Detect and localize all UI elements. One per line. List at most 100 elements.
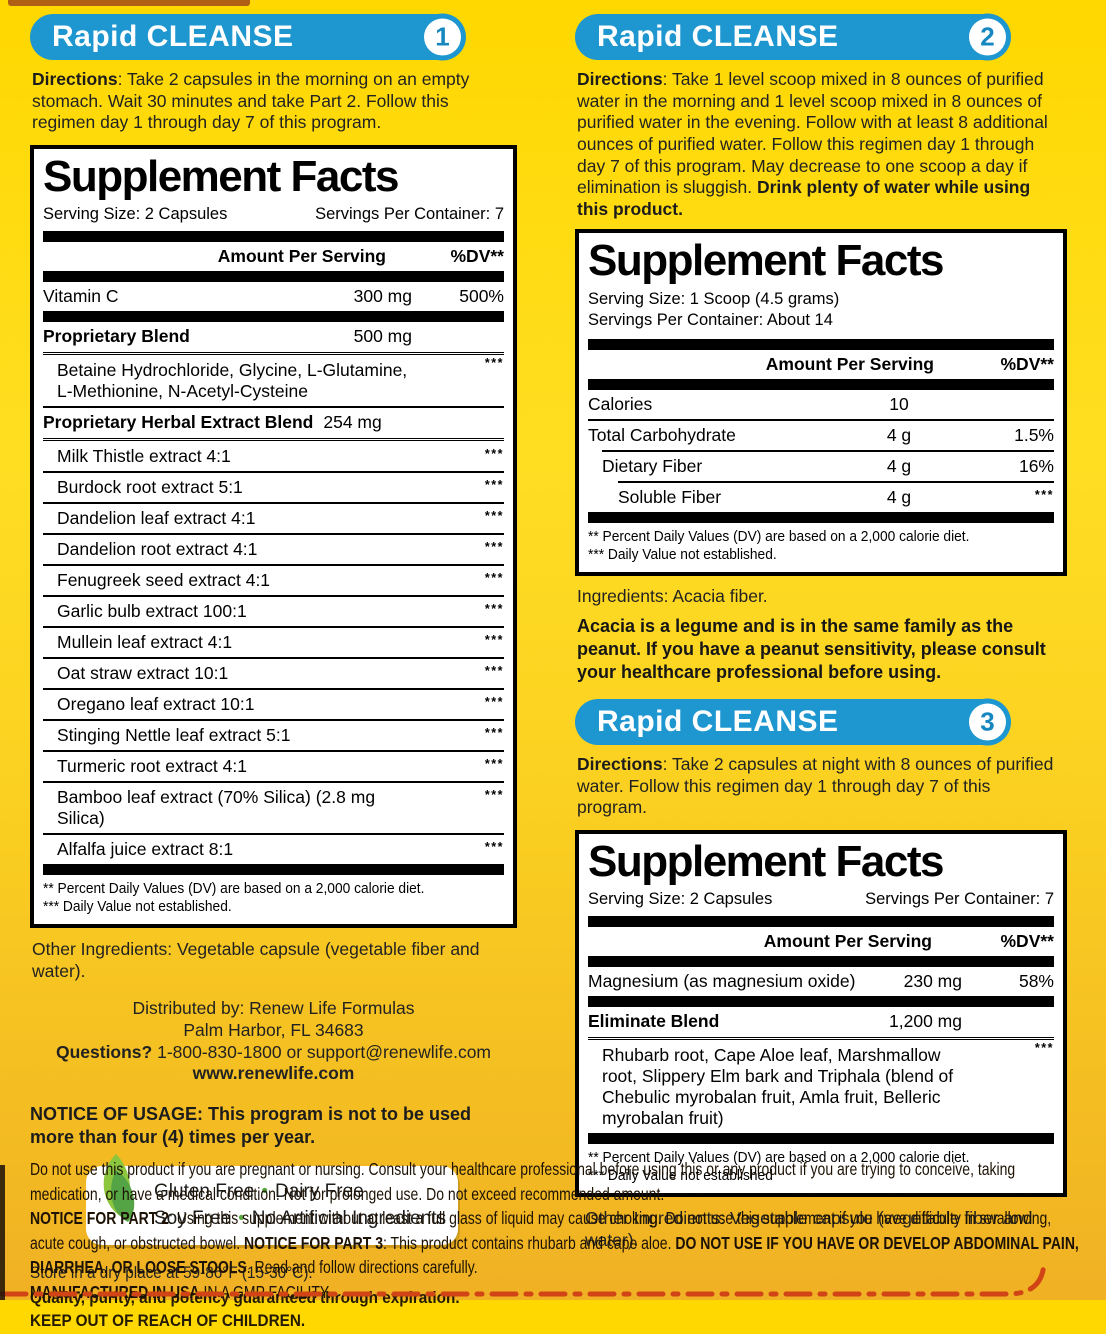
- directions-label: Directions: [577, 69, 663, 89]
- nutrient-amount: 300 mg: [353, 285, 412, 306]
- label-left-edge: [0, 1165, 5, 1300]
- divider: [43, 437, 504, 441]
- table-row: Burdock root extract 5:1 ***: [43, 473, 504, 502]
- nutrient-amount: 4 g: [886, 455, 912, 476]
- divider-bar: [43, 230, 504, 242]
- notice-stools-bold: DO NOT USE IF YOU HAVE OR DEVELOP ABDOMI…: [30, 1232, 1079, 1278]
- facts2-title: Supplement Facts: [588, 235, 944, 285]
- other-ingredients-right: Other Ingredients: Vegetable capsule (ve…: [585, 1207, 1033, 1250]
- nutrient-amount: 230 mg: [903, 970, 962, 991]
- servings-per-container: Servings Per Container: 7: [865, 889, 1054, 908]
- table-row: Milk Thistle extract 4:1 ***: [43, 442, 504, 471]
- nutrient-name: Calories: [588, 393, 653, 414]
- nutrient-dv: 1.5%: [1014, 424, 1054, 445]
- divider: [43, 625, 504, 628]
- divider: [43, 594, 504, 597]
- dv-header: %DV**: [1000, 353, 1055, 374]
- table-row-blend-ingredients: Betaine Hydrochloride, Glycine, L-Glutam…: [43, 356, 504, 406]
- ingredient-dv: ***: [484, 787, 504, 802]
- ingredient-dv: ***: [484, 839, 504, 854]
- directions-text: : Take 2 capsules in the morning on an e…: [32, 69, 470, 133]
- table-row: Dandelion leaf extract 4:1 ***: [43, 504, 504, 533]
- serving-size: Serving Size: 1 Scoop (4.5 grams): [588, 289, 840, 308]
- divider-bar: [43, 863, 504, 875]
- pregnancy-warning: Do not use this product if you are pregn…: [30, 1159, 1016, 1204]
- dv-header: %DV**: [1000, 930, 1055, 951]
- blend-ingredients-dv: ***: [484, 355, 504, 370]
- panel2-number-badge: 2: [969, 18, 1006, 56]
- herbal-blend-amount: 254 mg: [323, 411, 382, 432]
- divider: [43, 832, 504, 835]
- website: www.renewlife.com: [192, 1063, 355, 1084]
- divider-bar: [588, 915, 1054, 927]
- part-notices: NOTICE FOR PART 2: Using this supplement…: [30, 1206, 1082, 1280]
- table-row: Alfalfa juice extract 8:1 ***: [43, 835, 504, 864]
- serving-size: Serving Size: 2 Capsules: [43, 204, 228, 223]
- storage-instructions: Store in a dry place at 59-86°F (15-30°C…: [30, 1262, 313, 1282]
- table-row-eliminate-ingredients: Rhubarb root, Cape Aloe leaf, Marshmallo…: [588, 1041, 1054, 1133]
- amount-header: Amount Per Serving: [763, 930, 932, 951]
- ingredient-name: Fenugreek seed extract 4:1: [57, 569, 271, 590]
- cut-line: [0, 1257, 1047, 1297]
- nutrient-name: Magnesium (as magnesium oxide): [588, 970, 856, 991]
- amount-header: Amount Per Serving: [217, 245, 386, 266]
- acacia-peanut-warning: Acacia is a legume and is in the same fa…: [577, 615, 1046, 683]
- top-red-streak: [8, 0, 250, 6]
- ingredient-name: Bamboo leaf extract (70% Silica) (2.8 mg…: [57, 786, 376, 828]
- facts1-serving-row: Serving Size: 2 Capsules Servings Per Co…: [43, 203, 504, 231]
- facts2-column-header: Amount Per Serving %DV**: [588, 350, 1054, 379]
- facts1-title: Supplement Facts: [43, 152, 399, 202]
- blend-ingredients: Rhubarb root, Cape Aloe leaf, Marshmallo…: [602, 1044, 954, 1128]
- keep-out-of-reach: KEEP OUT OF REACH OF CHILDREN.: [30, 1310, 306, 1330]
- table-row: Fenugreek seed extract 4:1 ***: [43, 566, 504, 595]
- directions-text: : Take 2 capsules at night with 8 ounces…: [577, 753, 1054, 818]
- blend-name: Eliminate Blend: [588, 1010, 720, 1031]
- questions-label: Questions?: [55, 1041, 153, 1062]
- panel1-title: Rapid CLEANSE: [52, 20, 294, 53]
- leaf-icon: [94, 1150, 152, 1233]
- distributor-address: Palm Harbor, FL 34683: [183, 1019, 364, 1040]
- divider: [602, 449, 1054, 452]
- footnote: *** Daily Value not established: [588, 1167, 773, 1184]
- notice-part2-label: NOTICE FOR PART 2: [30, 1208, 169, 1228]
- supplement-facts-panel-2: Supplement Facts Serving Size: 1 Scoop (…: [575, 228, 1067, 576]
- servings-per-container: Servings Per Container: 7: [315, 204, 504, 223]
- ingredient-dv: ***: [484, 756, 504, 771]
- supplement-facts-panel-3: Supplement Facts Serving Size: 2 Capsule…: [575, 829, 1067, 1197]
- serving-size: Serving Size: 2 Capsules: [588, 889, 773, 908]
- blend-amount: 1,200 mg: [889, 1010, 962, 1031]
- table-row-total-carbohydrate: Total Carbohydrate 4 g 1.5%: [588, 421, 1054, 450]
- directions-text: : Take 1 level scoop mixed in 8 ounces o…: [577, 69, 1048, 198]
- divider: [43, 405, 504, 408]
- footnote: ** Percent Daily Values (DV) are based o…: [43, 880, 425, 897]
- facts2-serving-info: Serving Size: 1 Scoop (4.5 grams) Servin…: [588, 287, 1054, 339]
- free-from-badge: Gluten Free • Dairy Free Soy Free • No Artif…: [86, 1153, 458, 1245]
- facts2-footnotes: ** Percent Daily Values (DV) are based o…: [588, 523, 1054, 564]
- table-row-proprietary-blend: Proprietary Blend 500 mg: [43, 322, 504, 351]
- notice-part3-label: NOTICE FOR PART 3: [244, 1232, 383, 1253]
- divider: [618, 480, 1054, 483]
- footnote: ** Percent Daily Values (DV) are based o…: [588, 528, 970, 545]
- herbal-blend-name: Proprietary Herbal Extract Blend: [43, 411, 314, 432]
- bullet-icon: •: [261, 1180, 268, 1202]
- divider: [43, 563, 504, 566]
- questions-line: Questions? 1-800-830-1800 or support@ren…: [30, 1042, 517, 1064]
- panel1-number-badge: 1: [424, 18, 461, 56]
- directions-label: Directions: [32, 69, 118, 89]
- divider: [43, 749, 504, 752]
- blend-amount: 500 mg: [353, 325, 412, 346]
- questions-contact: 1-800-830-1800 or support@renewlife.com: [152, 1041, 492, 1062]
- table-row: Oat straw extract 10:1 ***: [43, 659, 504, 688]
- ingredient-name: Mullein leaf extract 4:1: [57, 631, 233, 652]
- footnote: *** Daily Value not established.: [43, 898, 232, 915]
- panel2-header-pill: Rapid CLEANSE 2: [575, 14, 1009, 60]
- table-row: Bamboo leaf extract (70% Silica) (2.8 mg…: [43, 783, 504, 833]
- ingredient-name: Oat straw extract 10:1: [57, 662, 229, 683]
- panel1-directions: Directions: Take 2 capsules in the morni…: [32, 69, 515, 134]
- facts3-footnotes: ** Percent Daily Values (DV) are based o…: [588, 1144, 1054, 1185]
- panel3-title: Rapid CLEANSE: [597, 704, 839, 738]
- panel3-header-pill: Rapid CLEANSE 3: [575, 698, 1009, 745]
- divider-bar: [588, 511, 1054, 523]
- table-row: Turmeric root extract 4:1 ***: [43, 752, 504, 781]
- ingredient-name: Dandelion root extract 4:1: [57, 538, 258, 559]
